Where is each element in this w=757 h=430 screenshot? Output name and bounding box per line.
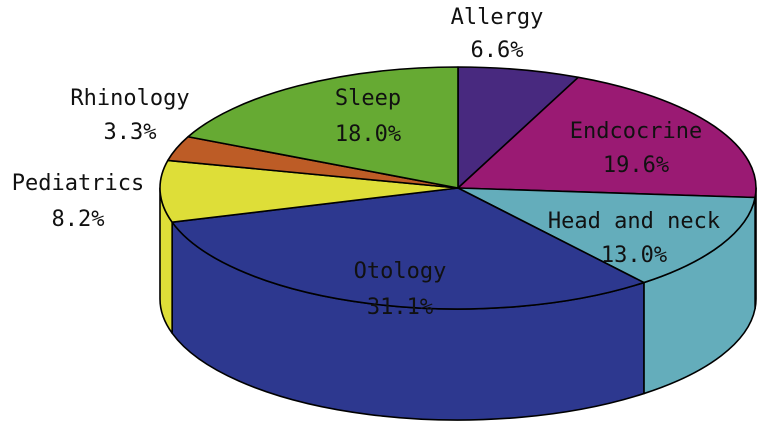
slice-label-otology: Otology <box>354 259 447 284</box>
slice-value-head-and-neck: 13.0% <box>601 243 667 268</box>
pie-slice-pediatrics <box>159 159 459 223</box>
pie-slice-sleep <box>187 66 459 189</box>
pie-slice-head-and-neck <box>457 187 756 284</box>
slice-label-pediatrics: Pediatrics <box>12 171 144 196</box>
pie-slice-endocrine <box>457 76 757 199</box>
slice-value-otology: 31.1% <box>367 295 433 320</box>
pie-slice-allergy <box>457 66 580 189</box>
slice-label-rhinology: Rhinology <box>70 86 189 111</box>
slice-label-endocrine: Endcocrine <box>570 119 702 144</box>
pie-slice-otology <box>171 187 645 310</box>
pie-top-faces <box>159 66 757 310</box>
slice-value-endocrine: 19.6% <box>603 153 669 178</box>
slice-value-allergy: 6.6% <box>471 38 524 63</box>
slice-label-head-and-neck: Head and neck <box>548 209 720 234</box>
slice-value-pediatrics: 8.2% <box>52 207 105 232</box>
slice-value-rhinology: 3.3% <box>104 120 157 145</box>
slice-label-sleep: Sleep <box>335 86 401 111</box>
slice-label-allergy: Allergy <box>451 5 544 30</box>
slice-value-sleep: 18.0% <box>335 122 401 147</box>
pie-labels: Allergy 6.6% Endcocrine 19.6% Head and neck 1… <box>12 5 720 320</box>
